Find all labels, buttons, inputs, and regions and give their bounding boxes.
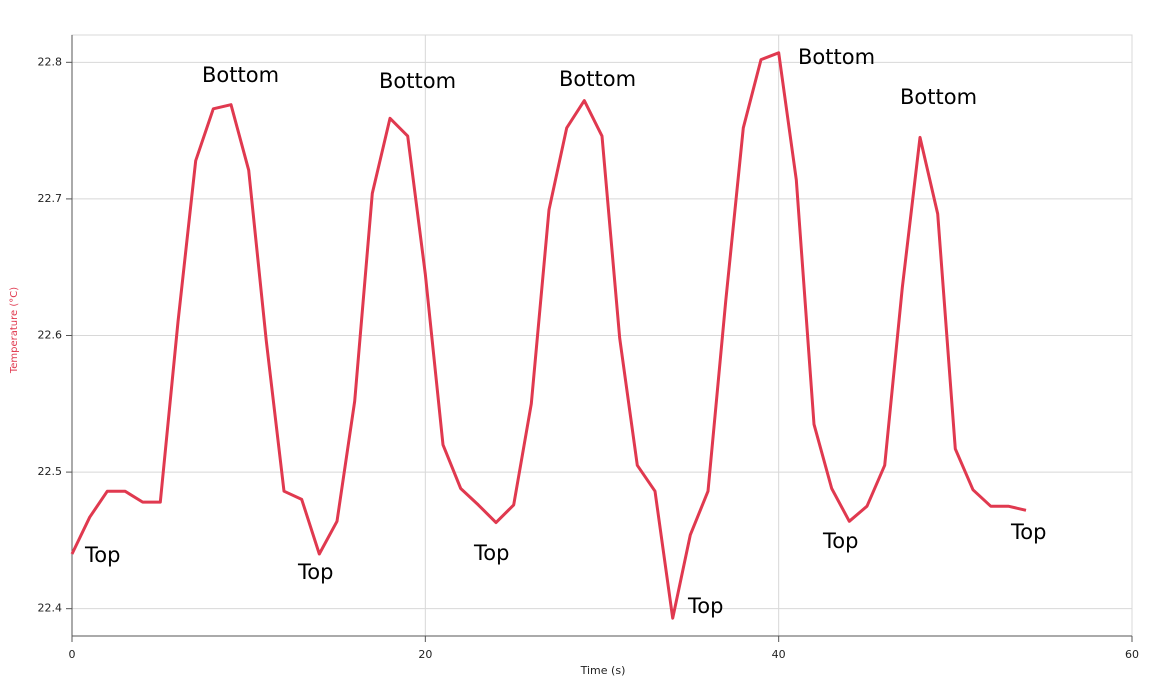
x-tick-label: 40 (772, 648, 786, 661)
y-tick-label: 22.4 (38, 602, 63, 615)
annotation: Top (297, 560, 333, 584)
x-tick-label: 0 (69, 648, 76, 661)
y-tick-label: 22.5 (38, 465, 63, 478)
annotation: Top (84, 543, 120, 567)
annotation: Top (822, 529, 858, 553)
y-tick-label: 22.7 (38, 192, 63, 205)
x-tick-label: 60 (1125, 648, 1139, 661)
y-axis-label: Temperature (°C) (9, 287, 20, 374)
x-axis-label: Time (s) (580, 664, 626, 677)
y-tick-label: 22.8 (38, 55, 63, 68)
annotation: Top (687, 594, 723, 618)
x-tick-label: 20 (418, 648, 432, 661)
y-tick-label: 22.6 (38, 329, 63, 342)
annotation: Bottom (798, 45, 875, 69)
annotation: Top (1010, 520, 1046, 544)
data-line (70, 51, 1027, 620)
annotation: Top (473, 541, 509, 565)
annotation: Bottom (379, 69, 456, 93)
annotation: Bottom (202, 63, 279, 87)
annotation: Bottom (559, 67, 636, 91)
annotation: Bottom (900, 85, 977, 109)
